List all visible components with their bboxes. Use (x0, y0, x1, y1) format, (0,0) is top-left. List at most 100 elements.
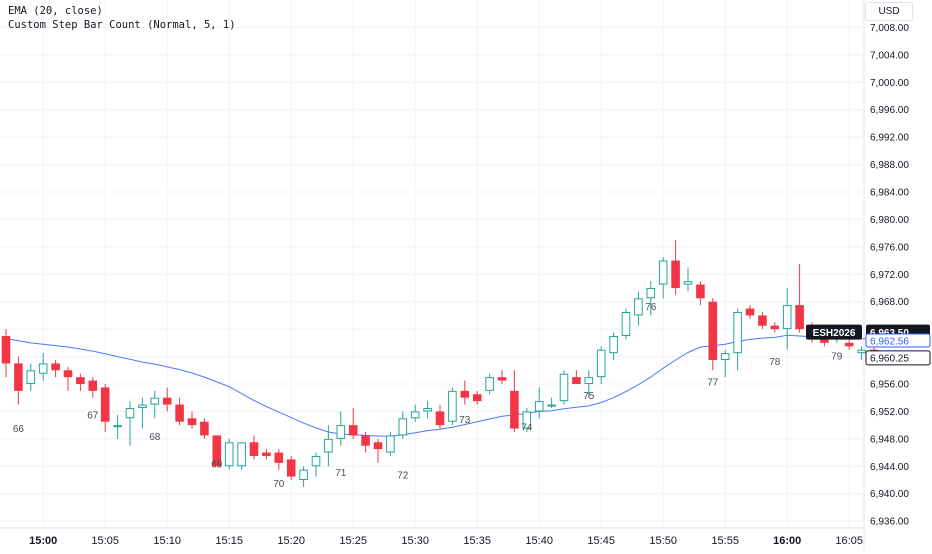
candle-body-down[interactable] (274, 452, 284, 463)
candle-body-down[interactable] (770, 325, 780, 330)
candle-body-up[interactable] (336, 425, 346, 439)
candle-body-up[interactable] (423, 408, 432, 412)
candle-body-down[interactable] (286, 459, 296, 477)
time-tick-label: 15:45 (587, 535, 615, 547)
candle-body-up[interactable] (448, 390, 457, 422)
candle-body-up[interactable] (559, 373, 569, 402)
candle-body-up[interactable] (658, 260, 668, 285)
price-tick-label: 6,988.00 (870, 160, 909, 171)
candle-body-down[interactable] (162, 397, 172, 405)
candle-body-down[interactable] (572, 377, 581, 384)
candle-body-up[interactable] (596, 349, 606, 378)
time-tick-label: 15:30 (401, 535, 429, 547)
candle-body-down[interactable] (200, 421, 209, 436)
price-tick-label: 6,992.00 (870, 133, 909, 144)
candle-body-down[interactable] (745, 308, 755, 316)
candle-body-down[interactable] (361, 435, 370, 446)
currency-button[interactable]: USD (865, 2, 913, 21)
bar-count-label: 68 (149, 432, 161, 443)
candle-body-down[interactable] (262, 452, 271, 456)
candle-body-down[interactable] (373, 442, 383, 450)
candle-body-down[interactable] (100, 387, 110, 422)
candle-body-up[interactable] (386, 435, 395, 453)
time-tick-label: 15:35 (463, 535, 491, 547)
bar-count-label: 77 (707, 377, 719, 388)
indicator-legend: EMA (20, close) Custom Step Bar Count (N… (8, 4, 236, 32)
candle-body-up[interactable] (733, 312, 742, 354)
candle-body-up[interactable] (38, 363, 48, 374)
candle-body-down[interactable] (14, 363, 23, 391)
bar-count-label: 73 (459, 415, 471, 426)
candle-body-down[interactable] (795, 305, 804, 330)
candle-body-down[interactable] (348, 425, 358, 436)
bar-count-label: 70 (273, 479, 285, 490)
candle-body-up[interactable] (26, 370, 36, 384)
time-tick-label: 15:20 (277, 535, 305, 547)
price-tick-label: 6,944.00 (870, 462, 909, 473)
time-tick-label: 15:40 (525, 535, 553, 547)
candle-body-up[interactable] (547, 404, 556, 407)
ema-price-tag-bg (865, 333, 931, 348)
candle-body-down[interactable] (671, 260, 680, 288)
symbol-tag-bg (806, 324, 862, 340)
candle-body-down[interactable] (51, 363, 60, 371)
candle-body-down[interactable] (76, 377, 85, 384)
ema-legend-label[interactable]: EMA (20, close) (8, 5, 103, 17)
candle-body-up[interactable] (125, 408, 135, 419)
candle-body-up[interactable] (720, 353, 730, 360)
candle-body-down[interactable] (510, 390, 519, 429)
candle-body-down[interactable] (435, 411, 445, 426)
price-tick-label: 6,956.00 (870, 380, 909, 391)
candle-body-up[interactable] (609, 336, 618, 354)
price-tick-label: 6,972.00 (870, 270, 909, 281)
price-tick-label: 6,976.00 (870, 242, 909, 253)
candle-body-down[interactable] (696, 284, 705, 299)
price-tick-label: 6,968.00 (870, 297, 909, 308)
price-tick-label: 7,000.00 (870, 78, 909, 89)
candle-body-up[interactable] (224, 442, 234, 467)
candle-body-up[interactable] (534, 401, 544, 412)
candle-body-down[interactable] (88, 380, 98, 391)
candle-body-down[interactable] (175, 404, 184, 422)
candle-body-down[interactable] (758, 315, 767, 326)
candle-body-up[interactable] (324, 438, 333, 453)
candle-body-up[interactable] (410, 411, 420, 419)
candle-body-up[interactable] (237, 442, 246, 467)
price-tick-label: 6,980.00 (870, 215, 909, 226)
price-tick-label: 6,996.00 (870, 105, 909, 116)
candle-body-up[interactable] (398, 418, 408, 436)
candle-body-up[interactable] (646, 288, 656, 299)
candle-body-down[interactable] (844, 342, 854, 347)
candle-body-down[interactable] (708, 301, 718, 360)
candle-body-down[interactable] (472, 394, 482, 402)
candle-body-up[interactable] (584, 377, 594, 384)
secondary-price-tag-bg (865, 350, 931, 366)
price-tick-label: 7,008.00 (870, 23, 909, 34)
candle-body-down[interactable] (460, 390, 470, 398)
candle-body-up[interactable] (150, 397, 160, 405)
candle-body-up[interactable] (857, 349, 866, 354)
candle-body-up[interactable] (299, 469, 308, 481)
candle-body-down[interactable] (63, 370, 73, 378)
step-count-legend-label[interactable]: Custom Step Bar Count (Normal, 5, 1) (8, 19, 236, 31)
candle-body-up[interactable] (634, 298, 643, 316)
candle-body-down[interactable] (187, 418, 197, 426)
candle-body-up[interactable] (311, 456, 321, 467)
time-tick-label: 15:50 (649, 535, 677, 547)
candle-body-down[interactable] (249, 442, 259, 456)
candle-body-down[interactable] (497, 377, 507, 381)
candle-body-up[interactable] (683, 281, 693, 285)
candle-body-up[interactable] (113, 425, 122, 428)
candle-body-down[interactable] (212, 435, 222, 467)
candle-body-up[interactable] (782, 305, 792, 330)
candle-body-up[interactable] (138, 404, 147, 409)
candle-body-down[interactable] (1, 336, 11, 364)
bar-count-label: 78 (769, 357, 781, 368)
candle-body-up[interactable] (621, 312, 631, 336)
candle-body-up[interactable] (522, 411, 532, 429)
time-tick-label: 16:00 (773, 535, 801, 547)
candle-body-up[interactable] (485, 377, 494, 391)
secondary-price-tag: 6,960.25 (870, 353, 909, 364)
